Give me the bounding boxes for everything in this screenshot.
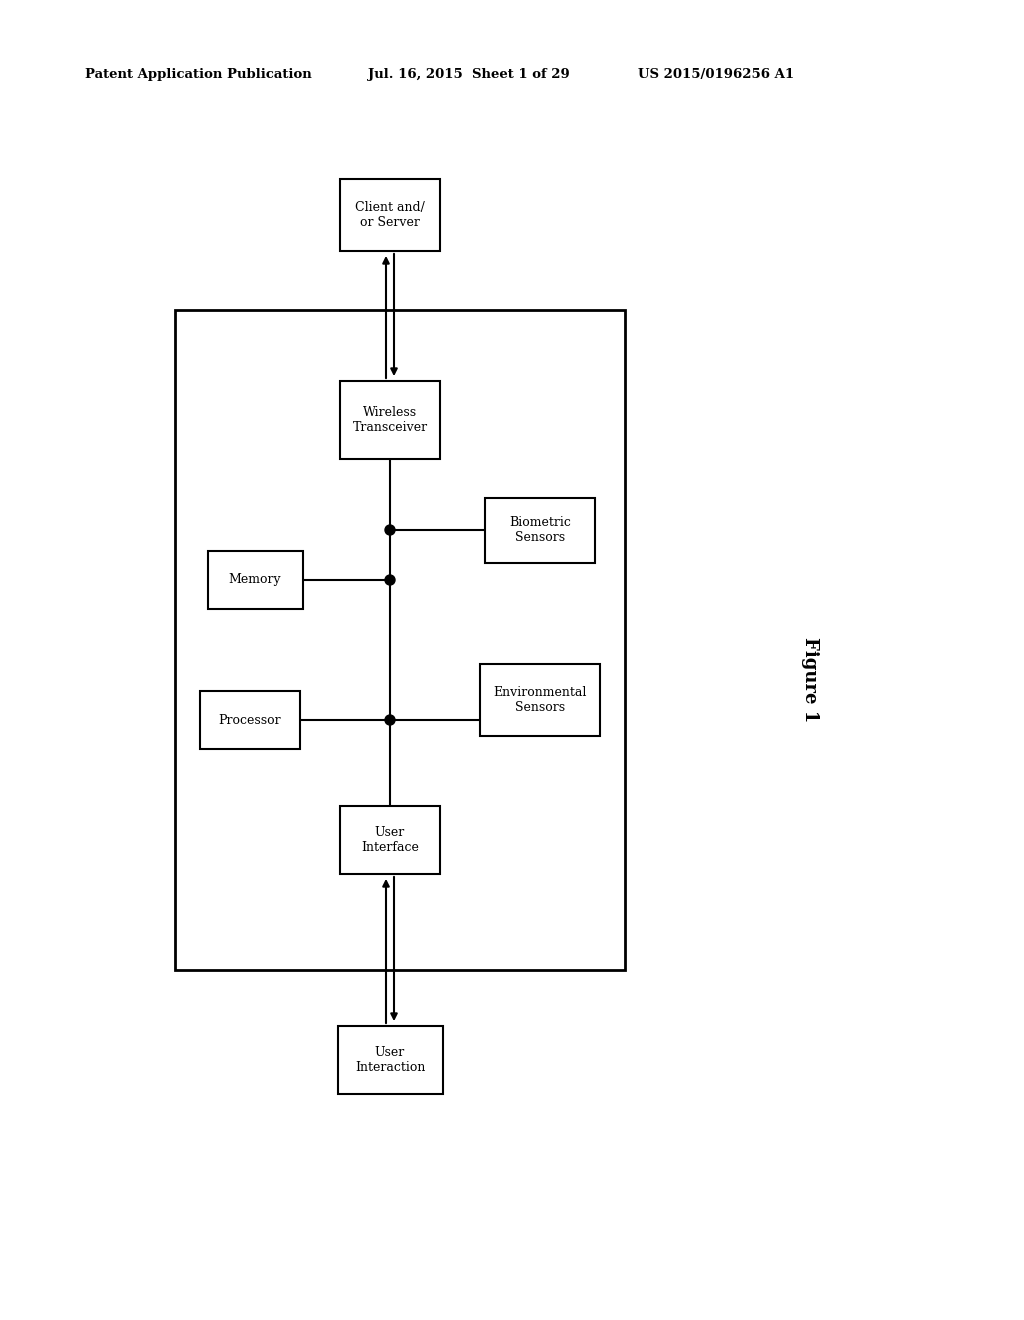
- Bar: [340, 381, 440, 459]
- Text: Patent Application Publication: Patent Application Publication: [85, 69, 311, 81]
- Bar: [338, 1026, 442, 1094]
- Text: Biometric
Sensors: Biometric Sensors: [509, 516, 571, 544]
- Text: Jul. 16, 2015  Sheet 1 of 29: Jul. 16, 2015 Sheet 1 of 29: [368, 69, 569, 81]
- Text: Environmental
Sensors: Environmental Sensors: [494, 686, 587, 714]
- Text: Client and/
or Server: Client and/ or Server: [355, 201, 425, 228]
- Text: US 2015/0196256 A1: US 2015/0196256 A1: [638, 69, 795, 81]
- Circle shape: [385, 576, 395, 585]
- Bar: [208, 550, 302, 609]
- Bar: [485, 498, 595, 562]
- Bar: [175, 310, 625, 970]
- Text: User
Interface: User Interface: [361, 826, 419, 854]
- Bar: [340, 807, 440, 874]
- Circle shape: [385, 525, 395, 535]
- Bar: [200, 690, 300, 748]
- Text: Figure 1: Figure 1: [801, 638, 819, 722]
- Bar: [340, 180, 440, 251]
- Text: Wireless
Transceiver: Wireless Transceiver: [352, 407, 428, 434]
- Text: Processor: Processor: [219, 714, 282, 726]
- Bar: [480, 664, 600, 737]
- Text: Memory: Memory: [228, 573, 282, 586]
- Text: User
Interaction: User Interaction: [354, 1045, 425, 1074]
- Circle shape: [385, 715, 395, 725]
